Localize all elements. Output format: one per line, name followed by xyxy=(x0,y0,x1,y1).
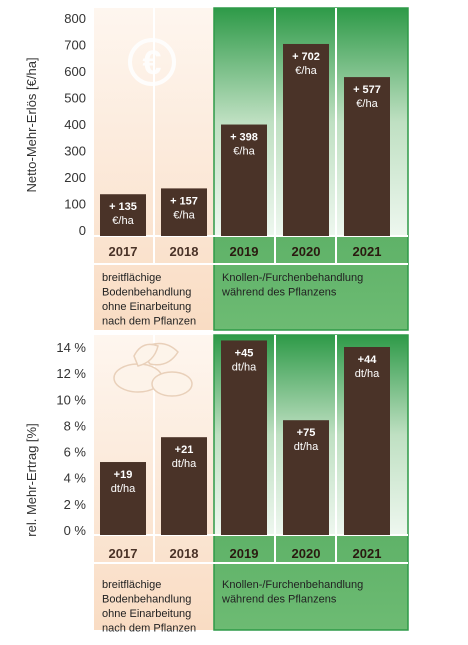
bar-value-label: +21 xyxy=(175,444,194,456)
y-tick-label: 500 xyxy=(64,91,86,106)
y-tick-label: 600 xyxy=(64,64,86,79)
x-tick-label: 2021 xyxy=(353,244,382,259)
y-tick-label: 800 xyxy=(64,11,86,26)
x-tick-label: 2019 xyxy=(230,546,259,561)
potato-icon xyxy=(113,342,193,397)
bar-unit-label: dt/ha xyxy=(111,483,136,495)
bar-value-label: +19 xyxy=(114,469,133,481)
y-tick-label: 10 % xyxy=(56,392,86,407)
panel-1: €0 100 200 300 400 500 600 700 800 Netto-Mehr-Erl… xyxy=(24,7,409,331)
x-tick-label: 2020 xyxy=(292,244,321,259)
y-tick-label: 300 xyxy=(64,144,86,159)
bar-value-label: +44 xyxy=(358,354,378,366)
y-tick-label: 400 xyxy=(64,117,86,132)
y-axis-label: rel. Mehr-Ertrag [%] xyxy=(24,423,39,536)
group-label-line: ohne Einarbeitung xyxy=(102,301,191,313)
bar-unit-label: dt/ha xyxy=(355,368,380,380)
bar-value-label: +75 xyxy=(297,427,316,439)
potato-icon-leaf xyxy=(133,343,159,367)
y-tick-label: 12 % xyxy=(56,366,86,381)
group-2-label-band xyxy=(214,236,408,330)
y-tick-label: 6 % xyxy=(64,445,87,460)
group-label-line: Knollen-/Furchenbehandlung xyxy=(222,579,363,591)
group-label-line: Bodenbehandlung xyxy=(102,594,191,606)
bar-unit-label: €/ha xyxy=(356,98,378,110)
y-tick-label: 100 xyxy=(64,197,86,212)
x-tick-label: 2021 xyxy=(353,546,382,561)
group-label-line: nach dem Pflanzen xyxy=(102,316,196,328)
bar-2018 xyxy=(161,188,207,236)
group-label-line: Bodenbehandlung xyxy=(102,287,191,299)
bar-unit-label: €/ha xyxy=(112,215,134,227)
bar-2020 xyxy=(283,43,329,236)
bar-2019 xyxy=(221,124,267,236)
bar-unit-label: €/ha xyxy=(233,146,255,158)
bar-unit-label: €/ha xyxy=(295,65,317,77)
bar-unit-label: dt/ha xyxy=(294,441,319,453)
bar-value-label: + 135 xyxy=(109,201,137,213)
y-tick-label: 200 xyxy=(64,170,86,185)
panel-2: 0 % 2 % 4 % 6 % 8 % 10 % 12 % 14 % rel. Mehr-Ert… xyxy=(24,334,409,635)
group-label-line: breitflächige xyxy=(102,272,161,284)
y-tick-label: 8 % xyxy=(64,418,87,433)
bar-unit-label: €/ha xyxy=(173,209,195,221)
euro-icon-ring xyxy=(128,38,176,86)
bar-value-label: +45 xyxy=(235,347,254,359)
bar-2020 xyxy=(283,420,329,535)
euro-icon: € xyxy=(128,38,176,86)
bar-2019 xyxy=(221,340,267,535)
y-tick-label: 700 xyxy=(64,38,86,53)
x-tick-label: 2018 xyxy=(170,546,199,561)
bar-2021 xyxy=(344,347,390,535)
x-tick-label: 2019 xyxy=(230,244,259,259)
bar-unit-label: dt/ha xyxy=(172,458,197,470)
group-2-frame xyxy=(213,334,409,631)
group-label-line: während des Pflanzens xyxy=(221,287,337,299)
x-tick-label: 2018 xyxy=(170,244,199,259)
group-label-line: Knollen-/Furchenbehandlung xyxy=(222,272,363,284)
y-tick-label: 4 % xyxy=(64,471,87,486)
bar-value-label: + 398 xyxy=(230,132,258,144)
group-label-line: breitflächige xyxy=(102,579,161,591)
bar-2017 xyxy=(100,194,146,236)
potato-icon-tuber xyxy=(151,371,193,397)
bar-2021 xyxy=(344,77,390,236)
bar-value-label: + 157 xyxy=(170,195,198,207)
bar-value-label: + 577 xyxy=(353,84,381,96)
group-2-frame xyxy=(213,7,409,331)
x-tick-label: 2017 xyxy=(109,244,138,259)
y-tick-label: 0 % xyxy=(64,523,87,538)
x-tick-label: 2020 xyxy=(292,546,321,561)
bar-2017 xyxy=(100,462,146,535)
group-label-line: ohne Einarbeitung xyxy=(102,608,191,620)
group-label-line: nach dem Pflanzen xyxy=(102,623,196,635)
group-label-line: während des Pflanzens xyxy=(221,594,337,606)
x-tick-label: 2017 xyxy=(109,546,138,561)
y-tick-label: 0 xyxy=(79,223,86,238)
y-tick-label: 14 % xyxy=(56,340,86,355)
group-2-label-band xyxy=(214,535,408,630)
euro-icon-glyph: € xyxy=(143,44,162,82)
bar-2018 xyxy=(161,437,207,535)
bar-unit-label: dt/ha xyxy=(232,361,257,373)
y-axis-label: Netto-Mehr-Erlös [€/ha] xyxy=(24,57,39,192)
y-tick-label: 2 % xyxy=(64,497,87,512)
bar-value-label: + 702 xyxy=(292,51,320,63)
